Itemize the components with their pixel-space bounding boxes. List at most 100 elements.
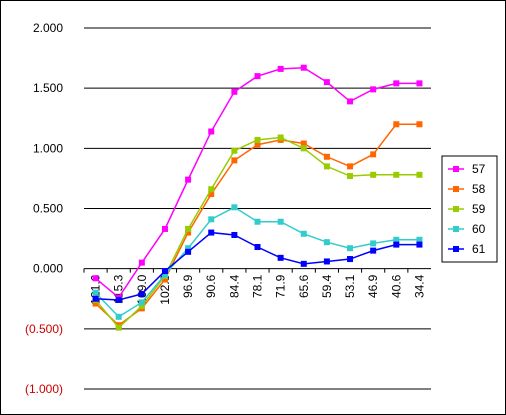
data-point (393, 171, 400, 178)
data-point (92, 300, 99, 307)
series-57 (92, 64, 423, 301)
y-tick-label: 0.000 (33, 262, 63, 276)
y-tick-label: 0.500 (33, 202, 63, 216)
data-point (300, 260, 307, 267)
y-tick-label: 1.000 (33, 141, 63, 155)
data-point (161, 276, 168, 283)
x-tick-label: 78.1 (251, 274, 265, 298)
data-point (370, 151, 377, 158)
data-point (416, 121, 423, 128)
data-point (231, 88, 238, 95)
x-tick-label: 65.6 (297, 274, 311, 298)
data-point (161, 225, 168, 232)
data-point (300, 64, 307, 71)
data-point (347, 163, 354, 170)
data-point (115, 296, 122, 303)
legend-swatch-marker (453, 206, 459, 212)
legend-label: 61 (472, 242, 486, 256)
data-point (416, 236, 423, 243)
data-point (416, 171, 423, 178)
data-point (277, 254, 284, 261)
x-tick-label: 96.9 (181, 274, 195, 298)
x-tick-label: 102.8 (158, 274, 172, 304)
data-point (323, 258, 330, 265)
data-point (254, 141, 261, 148)
data-point (185, 176, 192, 183)
data-point (185, 248, 192, 255)
legend-label: 59 (472, 202, 486, 216)
data-point (138, 259, 145, 266)
data-point (185, 229, 192, 236)
x-tick-label: 53.1 (343, 274, 357, 298)
x-tick-label: 84.4 (227, 274, 241, 298)
data-point (254, 244, 261, 251)
data-point (347, 245, 354, 252)
data-point (231, 147, 238, 154)
data-point (370, 86, 377, 93)
legend: 57 58 59 60 61 (441, 155, 498, 263)
x-tick-label: 59.4 (320, 274, 334, 298)
x-tick-label: 71.9 (274, 274, 288, 298)
data-point (416, 241, 423, 248)
data-point (277, 134, 284, 141)
legend-label: 57 (472, 162, 486, 176)
y-tick-label: (1.000) (25, 382, 63, 396)
x-tick-label: 90.6 (204, 274, 218, 298)
data-point (161, 268, 168, 275)
data-point (393, 236, 400, 243)
data-point (416, 80, 423, 87)
data-point (115, 324, 122, 331)
series-61 (92, 229, 423, 303)
x-axis-ticks: 121.6 115.3 109.0 102.8 96.9 90.6 84.4 78.1 71.9… (83, 268, 426, 305)
data-point (277, 218, 284, 225)
data-point (115, 313, 122, 320)
data-point (231, 157, 238, 164)
data-point (393, 241, 400, 248)
data-point (347, 98, 354, 105)
data-point (161, 271, 168, 278)
data-point (208, 216, 215, 223)
data-point (138, 290, 145, 297)
gridlines (84, 27, 431, 390)
data-point (393, 80, 400, 87)
x-tick-label: 46.9 (366, 274, 380, 298)
data-point (300, 230, 307, 237)
data-point (347, 173, 354, 180)
data-point (254, 218, 261, 225)
legend-swatch-marker (453, 186, 459, 192)
data-point (185, 245, 192, 252)
data-point (370, 240, 377, 247)
data-point (231, 231, 238, 238)
y-tick-label: 1.500 (33, 81, 63, 95)
data-point (208, 191, 215, 198)
x-tick-label: 40.6 (389, 274, 403, 298)
data-point (370, 247, 377, 254)
data-point (208, 186, 215, 193)
legend-label: 58 (472, 182, 486, 196)
data-point (92, 295, 99, 302)
legend-label: 60 (472, 222, 486, 236)
data-point (347, 256, 354, 263)
y-tick-label: 2.000 (33, 21, 63, 35)
data-point (138, 302, 145, 309)
legend-swatch-marker (453, 246, 459, 252)
data-point (370, 171, 377, 178)
data-point (323, 163, 330, 170)
x-tick-label: 115.3 (112, 274, 126, 303)
data-point (254, 136, 261, 143)
data-point (92, 275, 99, 282)
data-point (92, 289, 99, 296)
series-group (92, 64, 423, 331)
data-point (208, 128, 215, 135)
legend-swatch-marker (453, 226, 459, 232)
data-point (323, 239, 330, 246)
series-60 (92, 204, 423, 320)
data-point (323, 79, 330, 86)
data-point (323, 153, 330, 160)
data-point (185, 225, 192, 232)
y-axis-ticks: 2.000 1.500 1.000 0.500 0.000 (0.500) (1.000) (25, 21, 63, 396)
data-point (393, 121, 400, 128)
x-tick-label: 34.4 (412, 274, 426, 298)
